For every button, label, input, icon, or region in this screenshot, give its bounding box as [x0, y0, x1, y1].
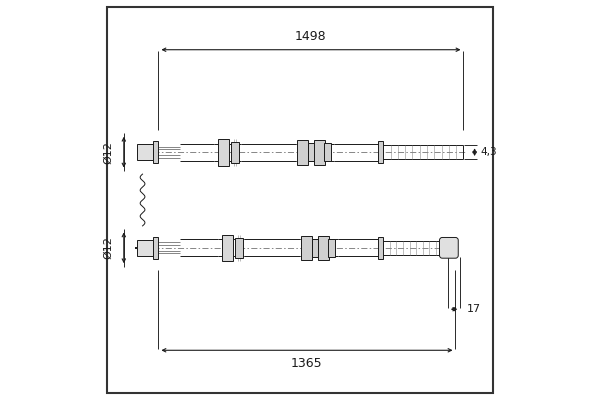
- Bar: [222, 235, 233, 261]
- Bar: [235, 238, 242, 258]
- Text: 1498: 1498: [295, 30, 327, 43]
- Text: 4,3: 4,3: [480, 147, 497, 157]
- Text: 1365: 1365: [291, 357, 323, 370]
- Bar: [325, 143, 331, 161]
- Bar: [314, 140, 325, 164]
- Bar: [328, 239, 335, 257]
- Bar: [218, 139, 229, 166]
- Bar: [137, 240, 154, 256]
- Bar: [378, 237, 383, 259]
- FancyBboxPatch shape: [440, 238, 458, 258]
- Bar: [154, 141, 158, 163]
- Text: Ø12: Ø12: [104, 141, 113, 164]
- Bar: [297, 140, 308, 164]
- Bar: [378, 141, 383, 163]
- Bar: [308, 143, 315, 161]
- Bar: [137, 144, 154, 160]
- Bar: [311, 239, 319, 257]
- Bar: [232, 142, 239, 162]
- Bar: [317, 236, 329, 260]
- Bar: [154, 237, 158, 259]
- Bar: [301, 236, 312, 260]
- Text: 17: 17: [467, 304, 481, 314]
- Text: Ø12: Ø12: [104, 236, 113, 259]
